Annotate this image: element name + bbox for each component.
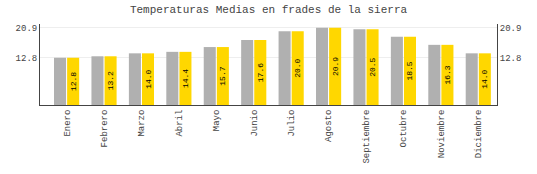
- svg-text:Julio: Julio: [287, 110, 297, 137]
- svg-text:14.0: 14.0: [144, 69, 153, 88]
- svg-text:Junio: Junio: [250, 110, 260, 137]
- svg-text:20.0: 20.0: [293, 58, 302, 77]
- svg-text:12.8: 12.8: [69, 72, 78, 91]
- svg-text:17.6: 17.6: [256, 63, 265, 82]
- svg-text:18.5: 18.5: [405, 61, 414, 80]
- svg-text:Enero: Enero: [63, 110, 73, 137]
- svg-text:15.7: 15.7: [218, 66, 227, 85]
- svg-text:Agosto: Agosto: [325, 110, 335, 142]
- svg-text:Temperaturas Medias en frades: Temperaturas Medias en frades de la sier…: [130, 4, 408, 16]
- svg-text:12.8: 12.8: [500, 54, 522, 64]
- svg-text:13.2: 13.2: [106, 71, 115, 90]
- svg-text:12.8: 12.8: [16, 54, 38, 64]
- svg-text:Septiembre: Septiembre: [362, 110, 372, 164]
- svg-text:20.9: 20.9: [16, 24, 38, 34]
- svg-text:Octubre: Octubre: [399, 110, 409, 148]
- svg-text:Abril: Abril: [175, 110, 185, 137]
- svg-text:Diciembre: Diciembre: [474, 110, 484, 159]
- svg-text:Febrero: Febrero: [100, 110, 110, 148]
- svg-text:14.0: 14.0: [480, 69, 489, 88]
- svg-text:20.9: 20.9: [500, 24, 522, 34]
- svg-text:Marzo: Marzo: [137, 110, 147, 137]
- svg-text:20.5: 20.5: [368, 57, 377, 76]
- svg-text:Noviembre: Noviembre: [437, 110, 447, 159]
- svg-text:20.9: 20.9: [331, 57, 340, 76]
- svg-text:16.3: 16.3: [443, 65, 452, 84]
- svg-text:Mayo: Mayo: [212, 110, 222, 132]
- svg-text:14.4: 14.4: [181, 69, 190, 88]
